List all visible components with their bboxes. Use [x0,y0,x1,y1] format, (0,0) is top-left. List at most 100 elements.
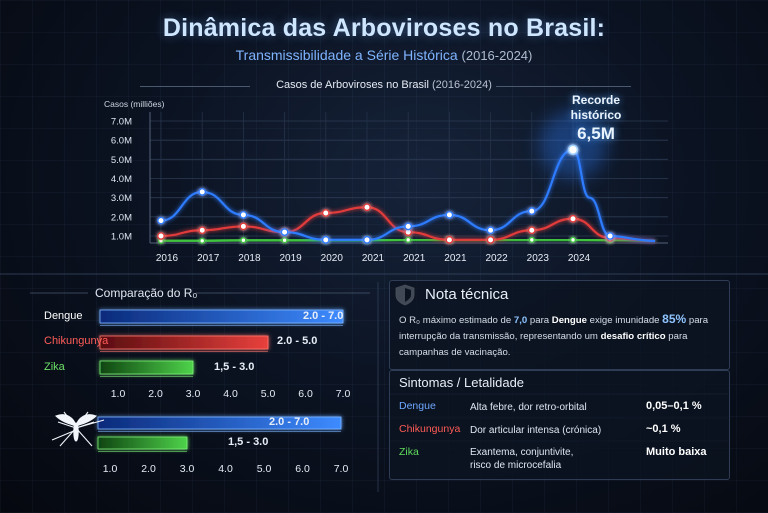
y-tick-label: 3.0M [111,193,132,204]
data-point-chikungunya [321,209,330,217]
mosquito-leg [75,419,105,429]
record-point [567,144,579,155]
subtitle-years: (2016-2024) [461,48,533,63]
record-value: 6,5M [577,124,615,143]
record-line1: Recorde [571,93,621,107]
r0-value-zika: 1,5 - 3.0 [214,361,255,373]
x-tick-label: 2018 [238,253,261,264]
x-tick-label: 2017 [197,253,220,264]
data-point-chikungunya [157,232,165,240]
x-tick-label: 7.0 [336,388,351,400]
x-tick-label: 2.0 [148,388,163,400]
x-tick-label: 2022 [485,253,508,264]
nota-tecnica-panel [389,280,730,370]
data-point-dengue [606,232,614,240]
x-tick-label: 2021 [444,253,467,264]
y-tick-label: 5.0M [111,155,132,166]
data-point-chikungunya [569,214,577,223]
data-point-zika [199,237,206,244]
y-axis-title: Casos (milliões) [104,99,165,109]
sintomas-row-chikungunya-desc: Dor articular intensa (crónica) [470,425,602,436]
mosquito-leg [57,421,77,429]
y-tick-label: 4.0M [111,174,132,185]
data-point-chikungunya [486,235,495,244]
data-point-dengue [239,211,248,219]
sintomas-row-chikungunya-val: ~0,1 % [646,423,681,435]
nota-t8: desafio crítico [600,331,666,342]
data-point-zika [405,236,412,243]
nota-t3: para [527,315,552,326]
chart-title-rule-right [496,86,631,87]
data-point-chikungunya [363,203,371,212]
nota-t6: 85% [662,312,687,326]
data-point-dengue [280,228,289,237]
x-tick-label: 6.0 [298,388,313,400]
r0-chart-title: Comparação do R₀ [95,286,198,300]
x-tick-label: 1.0 [111,388,126,400]
bar-zika [99,360,194,375]
nota-t1: O R₀ máximo estimado de [399,315,514,326]
x-tick-label: 2024 [568,253,591,264]
data-point-dengue [363,235,371,244]
nota-tecnica-text: O R₀ máximo estimado de 7,0 para Dengue … [399,311,721,361]
nota-tecnica-title: Nota técnica [425,286,509,303]
sintomas-row-zika-desc2: risco de microcefalia [470,460,562,471]
r0b-value-zika: 1,5 - 3.0 [228,436,269,448]
chart-title-rule-left [140,86,250,87]
data-point-zika [281,237,288,244]
bar-dengue [99,309,344,324]
y-tick-label: 1.0M [111,232,132,243]
nota-t5: exige imunidade [586,315,663,326]
x-tick-label: 2023 [527,253,550,264]
sintomas-row-dengue-name: Dengue [399,400,436,412]
r0-label-dengue: Dengue [44,310,83,322]
nota-t7: para interrupção da transmissão, represe… [399,315,709,342]
data-point-dengue [486,226,495,235]
data-point-dengue [198,188,207,196]
data-point-chikungunya [527,226,536,235]
x-tick-label: 7.0 [334,463,349,475]
record-annotation: Recorde histórico 6,5M [556,93,636,145]
data-point-zika [528,236,535,243]
page-title: Dinâmica das Arboviroses no Brasil: [162,14,606,42]
sintomas-row-chikungunya-name: Chikungunya [399,423,461,435]
x-tick-label: 3.0 [180,463,195,475]
r0-label-zika: Zika [44,361,65,373]
nota-t2: 7,0 [513,315,528,326]
r0-label-chikungunya: Chikungunya [44,335,109,347]
y-tick-label: 6.0M [111,136,132,147]
data-point-dengue [445,211,454,219]
x-tick-label: 6.0 [295,463,310,475]
bar-dengue [97,416,342,430]
line-chart: Casos (milliões) 7.0M 6.0M 5.0M 4.0M 3.0M 2.0M… [104,99,668,264]
line-chart-title-text: Casos de Arboviroses no Brasil [276,79,429,91]
data-point-dengue [404,222,413,231]
bar-chikungunya [99,335,269,350]
data-point-zika [569,236,577,243]
mosquito-icon [51,411,105,447]
x-tick-label: 1.0 [103,463,118,475]
data-point-chikungunya [198,226,207,235]
sintomas-row-zika-name: Zika [399,446,419,458]
x-tick-label: 2016 [156,253,179,264]
x-tick-label: 5.0 [261,388,276,400]
mosquito-body [73,422,79,442]
data-point-dengue [157,216,165,225]
sintomas-row-dengue-val: 0,05–0,1 % [646,400,702,412]
x-tick-label: 4.0 [223,388,238,400]
x-tick-label: 2021 [403,253,426,264]
subtitle-text: Transmissibilidade a Série Histórica [235,47,458,63]
data-point-chikungunya [445,235,454,244]
x-tick-label: 4.0 [218,463,233,475]
r0-value-dengue: 2.0 - 7.0 [303,310,344,322]
x-tick-label: 2.0 [141,463,156,475]
sintomas-row-dengue-desc: Alta febre, dor retro-orbital [470,402,587,413]
r0-bar-chart: 1.0 2.0 3.0 4.0 5.0 6.0 7.0 [99,309,351,400]
sintomas-row-zika-desc1: Exantema, conjuntivite, [470,447,574,458]
data-point-dengue [527,207,536,215]
bar-zika [97,436,188,450]
sintomas-title: Sintomas / Letalidade [399,375,525,390]
y-tick-label: 7.0M [111,117,132,128]
x-tick-label: 2019 [279,253,302,264]
